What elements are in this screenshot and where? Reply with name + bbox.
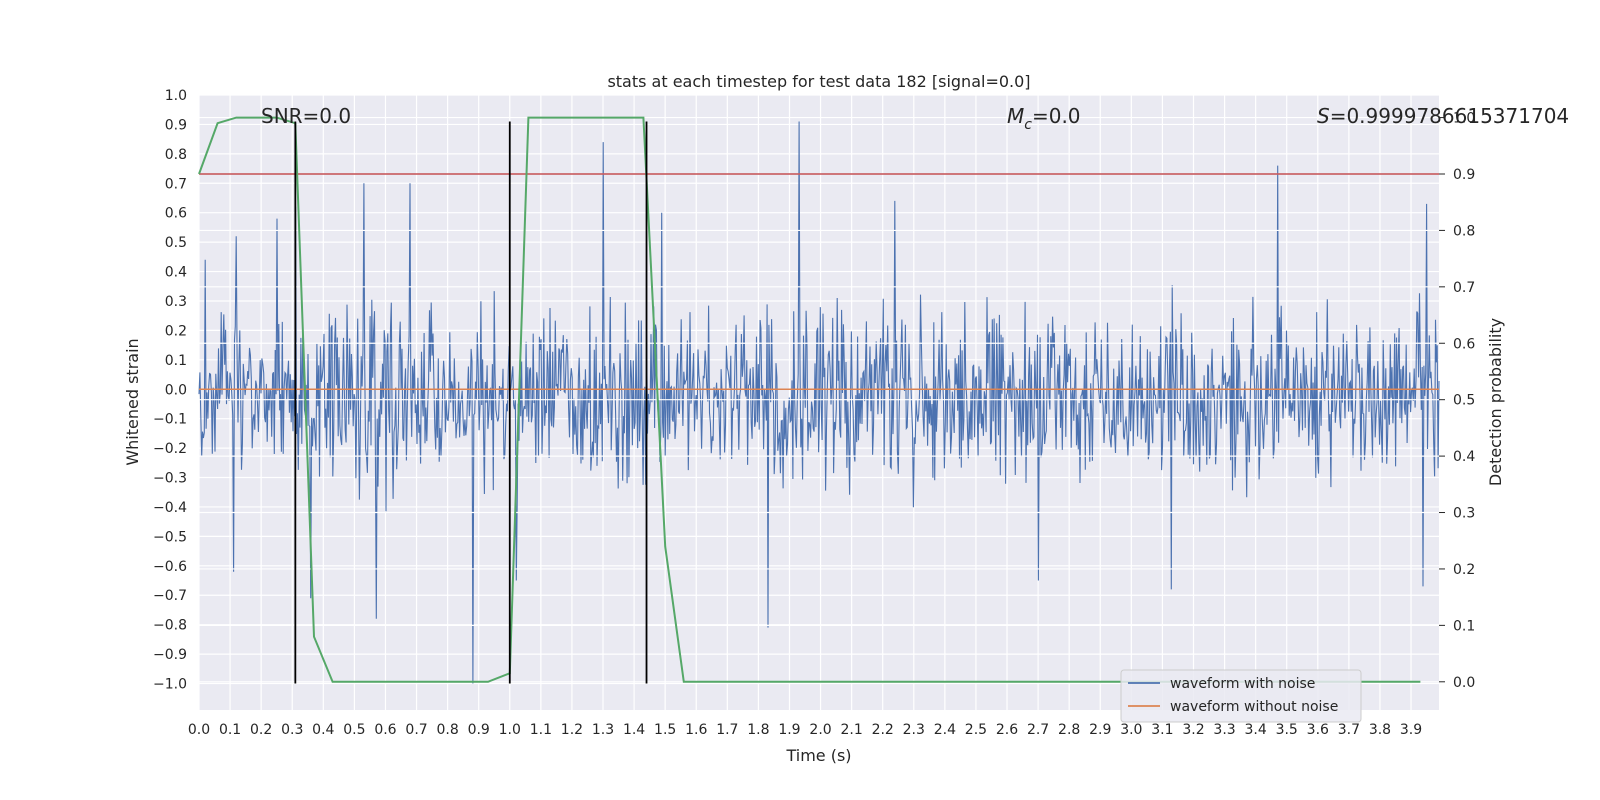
y-tick-label: −0.9 (153, 647, 187, 663)
x-tick-label: 1.3 (592, 722, 614, 738)
y-gridlines (199, 94, 1439, 685)
x-tick-label: 1.5 (654, 722, 676, 738)
x-tick-label: 2.7 (1027, 722, 1049, 738)
x-tick-label: 1.2 (561, 722, 583, 738)
x-tick-label: 0.4 (312, 722, 334, 738)
y-tick-label: 0.6 (165, 206, 187, 222)
right-tick-label: 0.8 (1453, 223, 1475, 239)
right-tick-label: 0.4 (1453, 449, 1475, 465)
right-tick-label: 1.0 (1453, 111, 1475, 127)
legend: waveform with noise waveform without noi… (1120, 669, 1362, 723)
y-tick-label: −0.1 (153, 412, 187, 428)
y-tick-label: −0.4 (153, 500, 187, 516)
x-tick-label: 2.2 (872, 722, 894, 738)
right-tick-label: 0.9 (1453, 167, 1475, 183)
y-tick-label: −0.6 (153, 559, 187, 575)
x-tick-label: 1.7 (716, 722, 738, 738)
x-tick-label: 3.2 (1182, 722, 1204, 738)
x-tick-label: 1.6 (685, 722, 707, 738)
score-value: =0.9999786615371704 (1330, 104, 1569, 128)
y2-axis-label: Detection probability (1486, 318, 1505, 486)
x-tick-label: 1.9 (778, 722, 800, 738)
x-tick-label: 2.0 (809, 722, 831, 738)
y-tick-label: −0.8 (153, 618, 187, 634)
right-tick-label: 0.6 (1453, 336, 1475, 352)
y-tick-label: −1.0 (153, 677, 187, 693)
x-tick-labels: 0.0 0.1 0.2 0.3 0.4 0.5 0.6 0.7 0.8 0.9 1.0 1.1 1.2 1… (188, 722, 1422, 738)
chirp-mass-value: =0.0 (1032, 104, 1081, 128)
x-tick-label: 3.1 (1151, 722, 1173, 738)
y-tick-label: 0.7 (165, 176, 187, 192)
chirp-mass-subscript: c (1024, 117, 1032, 133)
legend-label-noise: waveform with noise (1170, 676, 1315, 692)
right-tick-label: 0.2 (1453, 562, 1475, 578)
x-tick-label: 3.0 (1120, 722, 1142, 738)
x-tick-label: 3.7 (1338, 722, 1360, 738)
legend-label-clean: waveform without noise (1170, 699, 1338, 715)
y-tick-label: 0.0 (165, 382, 187, 398)
x-tick-label: 0.8 (436, 722, 458, 738)
x-tick-label: 2.9 (1089, 722, 1111, 738)
x-tick-label: 3.6 (1307, 722, 1329, 738)
x-axis-label: Time (s) (785, 746, 851, 765)
x-tick-label: 2.6 (996, 722, 1018, 738)
score-annotation: S=0.9999786615371704 (1317, 104, 1569, 128)
x-tick-label: 3.5 (1276, 722, 1298, 738)
y-tick-label: −0.5 (153, 529, 187, 545)
right-tick-label: 0.1 (1453, 618, 1475, 634)
detection-markers (294, 121, 648, 684)
chirp-mass-annotation: Mc=0.0 (1007, 104, 1081, 133)
series-waveform-with-noise (198, 121, 1440, 684)
snr-annotation: SNR=0.0 (261, 104, 351, 128)
y-axis-label: Whitened strain (123, 338, 142, 465)
right-tick-label: 0.3 (1453, 506, 1475, 522)
y-tick-label: 1.0 (165, 88, 187, 104)
y-tick-label: 0.3 (165, 294, 187, 310)
chart-title: stats at each timestep for test data 182… (607, 72, 1030, 91)
x-tick-label: 1.0 (499, 722, 521, 738)
y-tick-labels: 1.0 0.9 0.8 0.7 0.6 0.5 0.4 0.3 0.2 0.1 0.0 −0.1 −0.… (153, 88, 187, 693)
legend-box (1120, 669, 1362, 723)
x-tick-label: 1.4 (623, 722, 645, 738)
right-tick-label: 0.7 (1453, 280, 1475, 296)
x-tick-label: 3.8 (1369, 722, 1391, 738)
x-tick-label: 0.2 (250, 722, 272, 738)
x-tick-label: 1.1 (530, 722, 552, 738)
x-tick-label: 0.3 (281, 722, 303, 738)
right-tick-label: 0.0 (1453, 675, 1475, 691)
x-tick-label: 2.3 (903, 722, 925, 738)
y-tick-label: 0.5 (165, 235, 187, 251)
x-tick-label: 0.0 (188, 722, 210, 738)
y-tick-label: 0.1 (165, 353, 187, 369)
x-tick-label: 3.9 (1400, 722, 1422, 738)
x-tick-label: 1.8 (747, 722, 769, 738)
x-tick-label: 2.4 (934, 722, 956, 738)
x-tick-label: 0.7 (405, 722, 427, 738)
x-tick-label: 0.1 (219, 722, 241, 738)
y-tick-label: −0.3 (153, 471, 187, 487)
x-tick-label: 3.4 (1245, 722, 1267, 738)
x-tick-label: 0.9 (468, 722, 490, 738)
x-tick-label: 0.6 (374, 722, 396, 738)
x-tick-label: 0.5 (343, 722, 365, 738)
x-tick-label: 2.1 (840, 722, 862, 738)
y-tick-label: 0.2 (165, 323, 187, 339)
y-tick-label: 0.4 (165, 265, 187, 281)
y-tick-label: 0.9 (165, 117, 187, 133)
x-tick-label: 2.5 (965, 722, 987, 738)
y-tick-label: −0.7 (153, 588, 187, 604)
right-tick-labels: 1.0 0.9 0.8 0.7 0.6 0.5 0.4 0.3 0.2 0.1 0.0 (1439, 111, 1475, 691)
chirp-mass-symbol: M (1007, 104, 1024, 128)
noise-waveform-line (198, 121, 1440, 684)
score-symbol: S (1317, 104, 1330, 128)
y-tick-label: 0.8 (165, 147, 187, 163)
x-tick-label: 2.8 (1058, 722, 1080, 738)
right-tick-label: 0.5 (1453, 393, 1475, 409)
y-tick-label: −0.2 (153, 441, 187, 457)
x-tick-label: 3.3 (1213, 722, 1235, 738)
